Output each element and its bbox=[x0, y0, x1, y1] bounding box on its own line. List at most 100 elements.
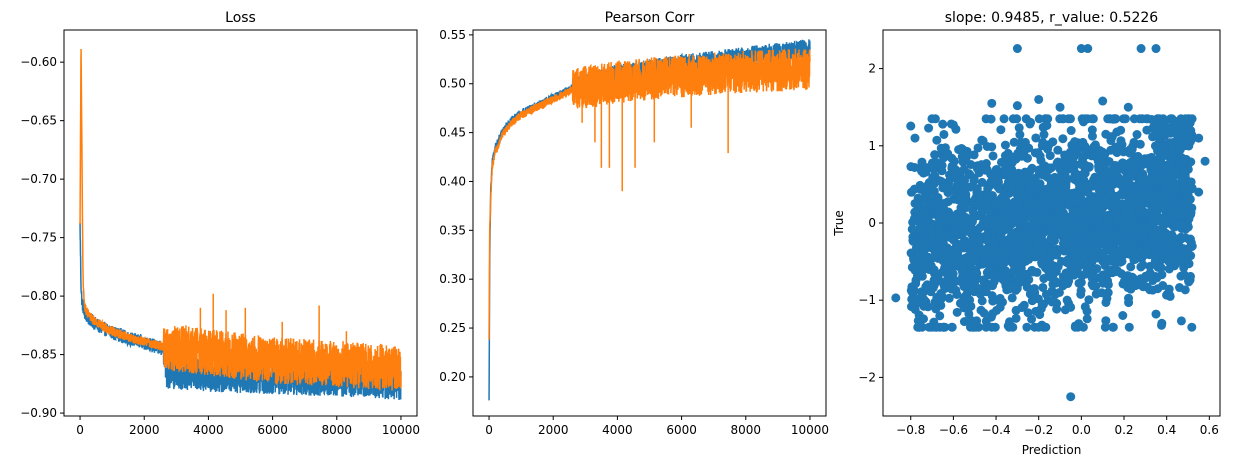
scatter-point bbox=[1087, 114, 1097, 124]
scatter-point bbox=[922, 280, 932, 290]
pearson-x-tick-label: 8000 bbox=[730, 423, 761, 437]
scatter-point bbox=[956, 224, 966, 234]
scatter-point bbox=[1004, 322, 1014, 332]
scatter-point bbox=[957, 258, 967, 268]
scatter-point bbox=[1046, 252, 1056, 262]
scatter-point bbox=[1147, 115, 1157, 125]
scatter-point bbox=[927, 114, 937, 124]
scatter-point bbox=[1120, 114, 1130, 124]
scatter-point bbox=[1016, 263, 1026, 273]
scatter-point bbox=[1100, 195, 1110, 205]
scatter-point bbox=[1171, 194, 1181, 204]
scatter-point bbox=[1024, 242, 1034, 252]
scatter-point bbox=[1132, 161, 1142, 171]
loss-y-tick-label: −0.85 bbox=[20, 348, 57, 362]
scatter-point bbox=[968, 286, 978, 296]
scatter-point bbox=[995, 267, 1005, 277]
scatter-point bbox=[930, 297, 940, 307]
scatter-point bbox=[1033, 217, 1043, 227]
scatter-point bbox=[957, 143, 967, 153]
scatter-point bbox=[952, 307, 962, 317]
scatter-outlier-point bbox=[938, 119, 948, 129]
loss-series-validation bbox=[79, 49, 402, 391]
scatter-point bbox=[1107, 247, 1117, 256]
scatter-point bbox=[930, 249, 940, 259]
scatter-point bbox=[1059, 167, 1069, 177]
scatter-point bbox=[1066, 163, 1076, 173]
scatter-point bbox=[1088, 254, 1098, 264]
loss-x-tick-label: 0 bbox=[76, 423, 84, 437]
scatter-outlier-point bbox=[891, 293, 901, 303]
scatter-point bbox=[953, 166, 963, 176]
scatter-point bbox=[1007, 184, 1017, 194]
scatter-point bbox=[1087, 125, 1097, 135]
scatter-point bbox=[1117, 140, 1127, 150]
pearson-chart-title: Pearson Corr bbox=[605, 10, 695, 26]
scatter-point bbox=[929, 161, 939, 171]
loss-axes: 0 2000 4000 6000 8000 10000 −0.90 −0.85 −0.80 −0.… bbox=[20, 29, 420, 437]
loss-y-tick-label: −0.90 bbox=[20, 406, 57, 420]
scatter-y-tick-label: −2 bbox=[858, 370, 876, 384]
scatter-point bbox=[1066, 302, 1076, 312]
pearson-axes-frame bbox=[472, 29, 827, 417]
scatter-point bbox=[1181, 158, 1191, 168]
scatter-point bbox=[1059, 181, 1069, 191]
scatter-point bbox=[1179, 135, 1189, 145]
scatter-x-tick-label: −0.4 bbox=[981, 423, 1010, 437]
scatter-point bbox=[1009, 137, 1019, 147]
scatter-outlier-point bbox=[970, 318, 980, 328]
scatter-point bbox=[1112, 254, 1122, 264]
scatter-point bbox=[943, 188, 953, 198]
scatter-point bbox=[964, 150, 974, 160]
scatter-axes: −0.8 −0.6 −0.4 −0.2 0.0 0.2 0.4 0.6 −2 −1 0 1 2 bbox=[858, 29, 1221, 437]
scatter-plot-area bbox=[891, 44, 1210, 402]
scatter-point bbox=[1066, 126, 1076, 136]
scatter-point bbox=[939, 204, 949, 214]
scatter-point bbox=[1087, 273, 1097, 283]
scatter-point bbox=[1127, 241, 1137, 251]
scatter-point bbox=[1063, 114, 1073, 124]
scatter-point bbox=[1155, 127, 1165, 137]
scatter-point bbox=[972, 163, 982, 173]
scatter-point bbox=[986, 177, 996, 187]
scatter-point bbox=[1167, 257, 1177, 267]
scatter-point bbox=[1124, 322, 1134, 332]
scatter-point bbox=[936, 289, 946, 298]
scatter-point bbox=[1123, 209, 1133, 219]
pearson-x-tick-label: 4000 bbox=[602, 423, 633, 437]
scatter-point bbox=[1152, 189, 1162, 199]
scatter-point bbox=[932, 135, 942, 145]
scatter-x-tick-label: 0.4 bbox=[1157, 423, 1176, 437]
scatter-point bbox=[973, 143, 983, 153]
scatter-outlier-point bbox=[1187, 241, 1197, 251]
scatter-point bbox=[1067, 189, 1077, 199]
scatter-point bbox=[1154, 243, 1164, 253]
scatter-point bbox=[984, 206, 994, 216]
pearson-axes: 0 2000 4000 6000 8000 10000 0.20 0.25 0.30 0.35 0.… bbox=[439, 28, 829, 437]
scatter-outlier-point bbox=[1172, 122, 1182, 131]
scatter-point bbox=[1089, 281, 1099, 291]
scatter-point bbox=[1104, 233, 1114, 243]
scatter-outlier-point bbox=[1151, 44, 1161, 54]
scatter-point bbox=[1167, 242, 1177, 252]
scatter-point bbox=[1116, 125, 1126, 135]
scatter-point bbox=[1139, 235, 1149, 245]
scatter-point bbox=[983, 184, 993, 194]
scatter-point bbox=[1048, 137, 1058, 147]
scatter-outlier-point bbox=[1083, 44, 1093, 54]
scatter-point bbox=[1128, 193, 1138, 203]
scatter-point bbox=[1186, 208, 1196, 218]
scatter-point bbox=[1036, 234, 1046, 244]
scatter-point bbox=[1145, 268, 1155, 278]
scatter-point bbox=[1122, 185, 1132, 195]
scatter-point bbox=[988, 151, 998, 161]
pearson-x-tick-label: 2000 bbox=[538, 423, 569, 437]
scatter-point bbox=[1137, 174, 1147, 184]
scatter-point bbox=[951, 187, 961, 197]
scatter-point bbox=[1164, 284, 1174, 294]
scatter-point bbox=[1025, 202, 1035, 212]
scatter-point bbox=[1078, 322, 1088, 332]
scatter-point bbox=[1102, 240, 1112, 250]
scatter-point bbox=[1082, 314, 1092, 324]
scatter-point bbox=[1052, 304, 1062, 314]
